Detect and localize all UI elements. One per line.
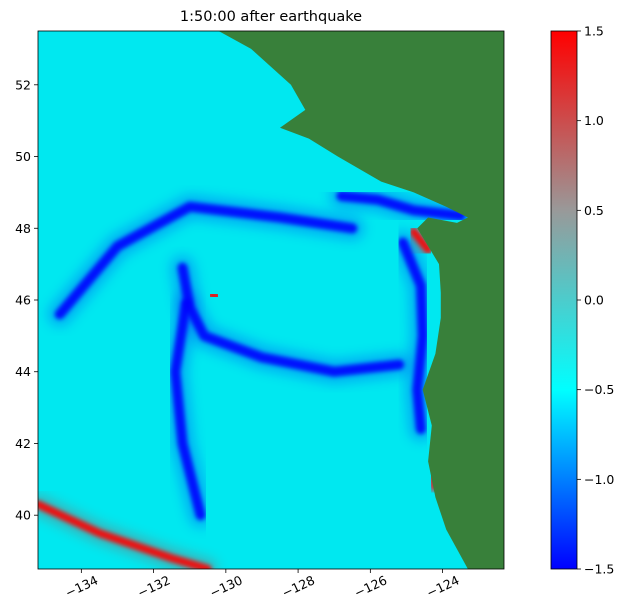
y-tick-label: 48 xyxy=(15,221,31,236)
wave-source-crest xyxy=(207,290,221,301)
colorbar-tick-label: −1.5 xyxy=(584,562,614,577)
wave-southwest-crest xyxy=(38,500,212,569)
colorbar-tick-label: 1.5 xyxy=(584,24,604,39)
colorbar-tick-label: 0.5 xyxy=(584,203,604,218)
wave-coastal-trough xyxy=(397,237,428,435)
land-mass xyxy=(218,31,504,569)
x-tick-label: −126 xyxy=(352,572,389,600)
x-tick-label: −124 xyxy=(424,572,461,600)
wave-south-trough xyxy=(170,298,206,521)
x-axis: −134 −132 −130 −128 −126 −124 xyxy=(63,569,462,601)
wave-field xyxy=(38,184,500,569)
x-tick-label: −130 xyxy=(207,572,244,600)
colorbar-tick-label: −0.5 xyxy=(584,382,614,397)
plot-area xyxy=(38,31,504,569)
y-tick-label: 44 xyxy=(15,364,31,379)
y-axis: 40 42 44 46 48 50 52 xyxy=(15,77,38,523)
x-tick-label: −132 xyxy=(135,572,172,600)
y-tick-label: 52 xyxy=(15,77,31,92)
y-tick-label: 40 xyxy=(15,508,31,523)
wave-outer-trough xyxy=(54,201,358,320)
wave-north-trough xyxy=(336,191,466,221)
colorbar xyxy=(550,30,578,570)
colorbar-axis: −1.5 −1.0 −0.5 0.0 0.5 1.0 1.5 xyxy=(577,24,614,577)
colorbar-tick-label: 0.0 xyxy=(584,293,604,308)
colorbar-tick-label: −1.0 xyxy=(584,472,614,487)
wave-shelf-crest xyxy=(409,227,433,254)
y-tick-label: 50 xyxy=(15,149,31,164)
y-tick-label: 42 xyxy=(15,436,31,451)
x-tick-label: −128 xyxy=(280,572,317,600)
x-tick-label: −134 xyxy=(63,572,100,600)
chart-title: 1:50:00 after earthquake xyxy=(180,9,362,25)
colorbar-tick-label: 1.0 xyxy=(584,113,604,128)
y-tick-label: 46 xyxy=(15,293,31,308)
